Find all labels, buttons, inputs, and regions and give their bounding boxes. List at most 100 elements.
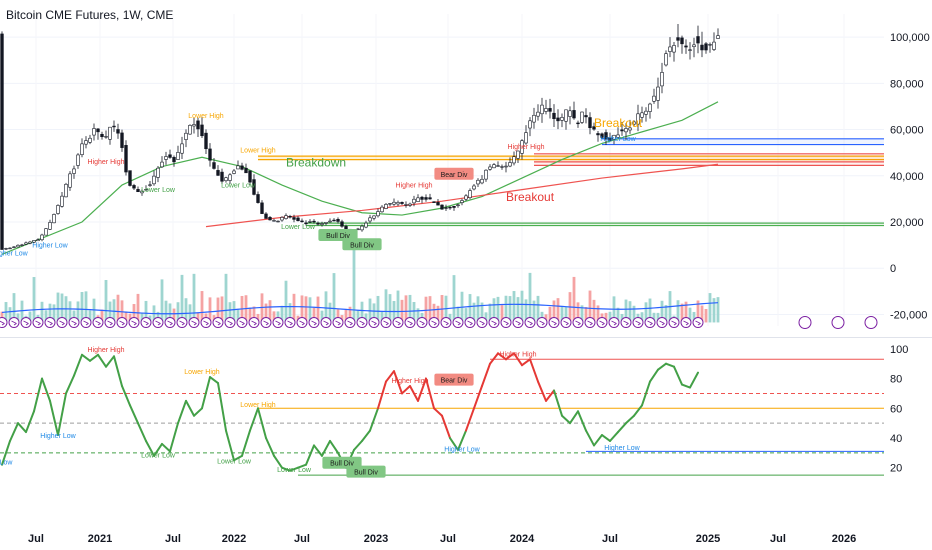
rsi-segment: [105, 355, 115, 368]
rsi-segment: [209, 376, 219, 385]
candle-body: [496, 165, 500, 167]
rsi-tick-label: 80: [890, 374, 902, 386]
candle-body: [104, 136, 108, 138]
candle-body: [44, 228, 48, 236]
candle-body: [200, 124, 204, 137]
signal-marker: [864, 316, 878, 330]
volume-bar: [292, 293, 296, 323]
rsi-segment: [505, 352, 515, 361]
candle-body: [660, 72, 664, 87]
volume-bar: [428, 296, 432, 323]
volume-bar: [608, 311, 612, 323]
volume-bar: [476, 296, 480, 323]
candle-body: [512, 156, 516, 164]
volume-bar: [76, 301, 80, 323]
candle-body: [552, 112, 556, 120]
rsi-tick-label: 100: [890, 344, 908, 356]
candle-body: [644, 110, 648, 115]
x-tick-label: Jul: [602, 533, 618, 545]
candle-body: [708, 44, 712, 46]
rsi-segment: [281, 466, 291, 472]
signal-arrow: [299, 320, 305, 326]
volume-bar: [548, 306, 552, 323]
rsi-segment: [641, 380, 651, 407]
rsi-pane: [0, 352, 884, 476]
volume-bar: [684, 301, 688, 323]
candle-body: [240, 165, 244, 170]
volume-bar: [124, 311, 128, 323]
volume-bar: [700, 305, 704, 323]
candle-body: [48, 222, 52, 230]
volume-bar: [560, 306, 564, 323]
candle-body: [464, 195, 468, 200]
candle-body: [564, 109, 568, 122]
candle-body: [120, 132, 124, 148]
candle-body: [628, 127, 632, 131]
volume-bar: [248, 307, 252, 323]
candle-body: [548, 108, 552, 112]
volume-bar: [100, 309, 104, 323]
candle-body: [476, 179, 480, 185]
volume-bar: [652, 312, 656, 323]
x-tick-label: Jul: [770, 533, 786, 545]
volume-bar: [584, 307, 588, 323]
volume-bar: [208, 297, 212, 323]
signal-arrow: [167, 320, 173, 326]
rsi-segment: [305, 444, 315, 466]
candle-body: [396, 202, 400, 205]
rsi-segment: [513, 352, 523, 367]
signal-arrow: [467, 320, 473, 326]
rsi-segment: [297, 463, 307, 469]
volume-bar: [372, 303, 376, 323]
candle-body: [316, 222, 320, 225]
volume-bar: [164, 300, 168, 323]
volume-bar: [308, 297, 312, 323]
candle-body: [36, 239, 40, 242]
rsi-segment: [457, 429, 467, 451]
candle-body: [176, 152, 180, 160]
volume-bar: [140, 313, 144, 323]
rsi-segment: [25, 410, 35, 434]
candle-body: [100, 133, 104, 138]
volume-bar: [304, 296, 308, 323]
rsi-segment: [449, 437, 459, 451]
rsi-segment: [369, 407, 379, 432]
candle-body: [192, 124, 196, 127]
chart-label: Higher Low: [0, 251, 29, 258]
candle-body: [196, 120, 200, 130]
volume-bar: [528, 272, 532, 323]
chart-label: Lower Low: [217, 458, 252, 465]
rsi-segment: [585, 429, 595, 447]
rsi-segment: [409, 385, 419, 402]
volume-bar: [288, 303, 292, 323]
signal-arrow: [0, 320, 5, 326]
signal-markers: [0, 316, 878, 330]
chart-label: Higher High: [508, 144, 545, 151]
signal-arrow: [515, 320, 521, 326]
candle-body: [480, 178, 484, 184]
rsi-segment: [81, 353, 91, 362]
price-tick-label: 100,000: [890, 32, 930, 44]
volume-bar: [316, 296, 320, 323]
candle-body: [272, 220, 276, 222]
candle-body: [716, 35, 720, 39]
rsi-segment: [689, 371, 699, 389]
volume-bar: [184, 298, 188, 323]
rsi-segment: [577, 410, 587, 432]
candle-body: [12, 246, 16, 248]
signal-arrow: [59, 320, 65, 326]
signal-arrow: [143, 320, 149, 326]
volume-bar: [192, 273, 196, 323]
rsi-segment: [273, 454, 283, 469]
candle-body: [0, 33, 4, 250]
candle-body: [400, 202, 404, 204]
candle-body: [152, 175, 156, 185]
chart-label: Lower Low: [221, 182, 256, 189]
zone-label: Breakdown: [286, 156, 346, 170]
price-tick-label: 60,000: [890, 125, 924, 137]
volume-bar: [452, 275, 456, 323]
chart-label: Higher Low: [40, 433, 76, 440]
price-candles: [0, 23, 720, 251]
